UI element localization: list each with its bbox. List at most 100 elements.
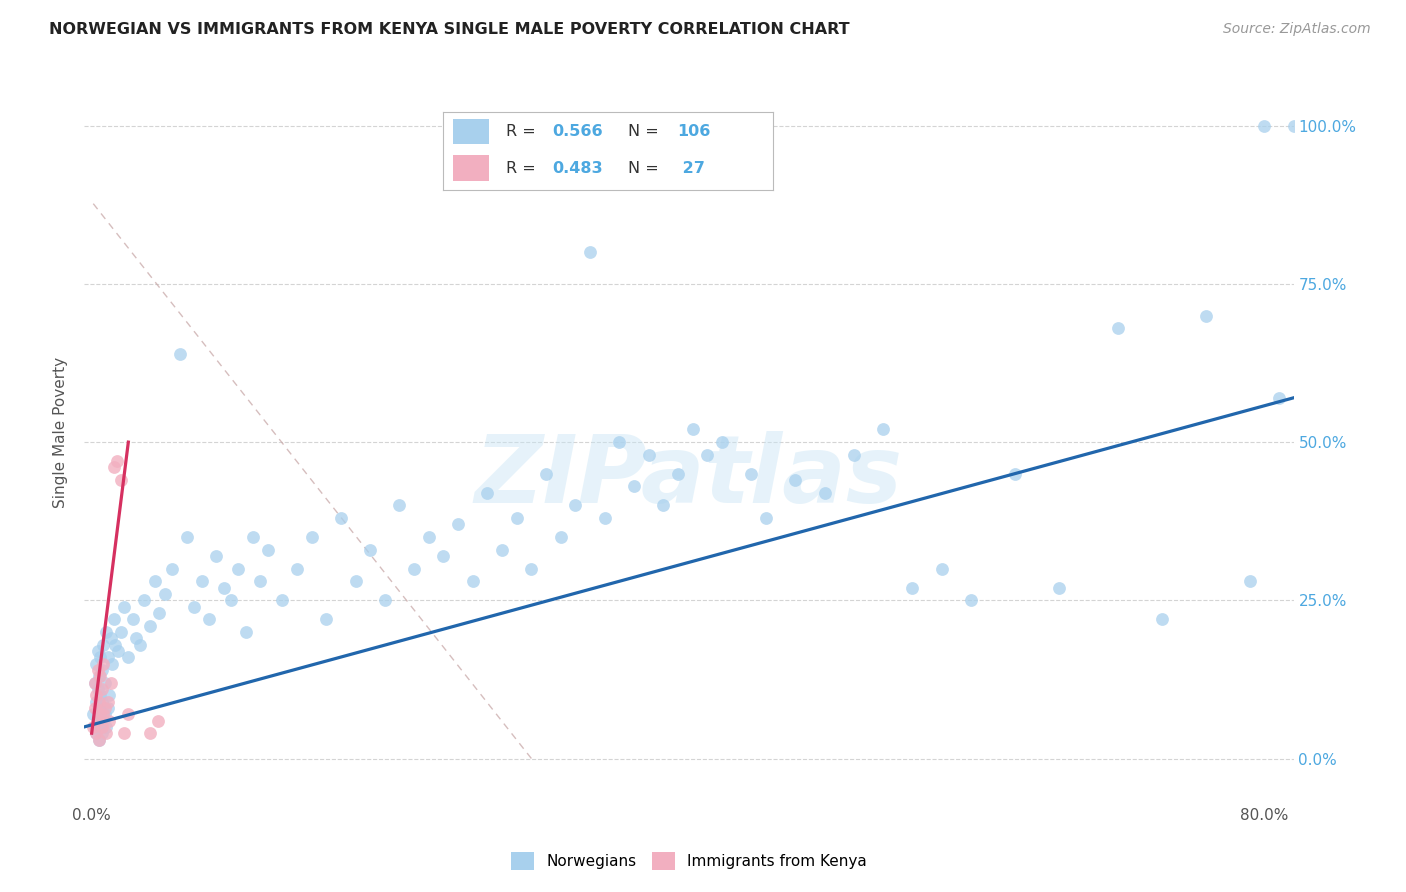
FancyBboxPatch shape <box>453 155 489 180</box>
Point <box>89 669 111 683</box>
Point <box>89 650 111 665</box>
Point <box>112 599 135 614</box>
Point <box>637 448 659 462</box>
Point <box>623 479 645 493</box>
Point <box>477 485 499 500</box>
Point <box>121 612 143 626</box>
Text: 27: 27 <box>678 161 706 176</box>
Point <box>83 720 105 734</box>
Point <box>169 346 191 360</box>
Point <box>550 530 572 544</box>
Point <box>100 632 122 646</box>
Point <box>94 675 117 690</box>
Point <box>82 707 104 722</box>
Point <box>87 732 110 747</box>
Point <box>1194 309 1216 323</box>
Point <box>785 473 807 487</box>
Point <box>87 669 110 683</box>
Point <box>359 542 381 557</box>
Point <box>872 422 894 436</box>
Point <box>212 581 235 595</box>
Text: 106: 106 <box>678 124 711 139</box>
Point <box>461 574 484 589</box>
Point <box>682 422 704 436</box>
Point <box>564 499 586 513</box>
Point <box>153 587 176 601</box>
Point <box>235 624 257 639</box>
Point <box>93 638 115 652</box>
Point <box>89 707 111 722</box>
Text: NORWEGIAN VS IMMIGRANTS FROM KENYA SINGLE MALE POVERTY CORRELATION CHART: NORWEGIAN VS IMMIGRANTS FROM KENYA SINGL… <box>49 22 849 37</box>
Point <box>813 485 835 500</box>
Point <box>87 694 110 708</box>
Point <box>931 562 953 576</box>
Point <box>190 574 212 589</box>
Point <box>103 460 125 475</box>
Point <box>84 694 107 708</box>
Point <box>242 530 264 544</box>
Point <box>139 726 162 740</box>
Point <box>87 732 110 747</box>
Point <box>388 499 411 513</box>
Point <box>1107 321 1129 335</box>
Point <box>506 511 529 525</box>
Point <box>87 701 110 715</box>
Point <box>146 714 169 728</box>
Point <box>315 612 337 626</box>
Point <box>86 714 108 728</box>
Point <box>755 511 778 525</box>
Text: R =: R = <box>506 124 540 139</box>
Point <box>82 720 104 734</box>
Point <box>1004 467 1026 481</box>
Point <box>271 593 294 607</box>
Point <box>84 726 107 740</box>
Point <box>652 499 675 513</box>
Point <box>93 707 115 722</box>
Point <box>285 562 308 576</box>
Point <box>710 435 733 450</box>
Point <box>93 714 115 728</box>
Point <box>256 542 278 557</box>
Point <box>86 663 108 677</box>
Point <box>96 720 118 734</box>
Text: N =: N = <box>628 124 664 139</box>
Point <box>579 245 602 260</box>
Point <box>148 606 170 620</box>
Point <box>176 530 198 544</box>
Point <box>226 562 249 576</box>
Point <box>1150 612 1173 626</box>
Point <box>842 448 865 462</box>
Point <box>91 726 114 740</box>
Point <box>84 688 107 702</box>
Point <box>593 511 616 525</box>
Text: Source: ZipAtlas.com: Source: ZipAtlas.com <box>1223 22 1371 37</box>
Point <box>97 694 120 708</box>
Point <box>205 549 228 563</box>
Point <box>93 657 115 671</box>
Point <box>84 726 107 740</box>
Point <box>97 650 120 665</box>
Point <box>117 707 139 722</box>
Point <box>83 675 105 690</box>
Point <box>94 707 117 722</box>
Point <box>110 624 132 639</box>
Point <box>83 675 105 690</box>
Point <box>98 688 121 702</box>
Point <box>418 530 440 544</box>
Text: R =: R = <box>506 161 540 176</box>
Point <box>117 650 139 665</box>
Point <box>124 632 146 646</box>
Point <box>83 701 105 715</box>
Point <box>183 599 205 614</box>
Point <box>86 714 108 728</box>
Point <box>447 517 470 532</box>
Point <box>344 574 367 589</box>
Point <box>1282 119 1305 133</box>
Point <box>89 720 111 734</box>
Point <box>91 681 114 696</box>
Point <box>100 675 122 690</box>
Legend: Norwegians, Immigrants from Kenya: Norwegians, Immigrants from Kenya <box>505 846 873 877</box>
Point <box>404 562 426 576</box>
Point <box>901 581 924 595</box>
Point <box>91 694 114 708</box>
